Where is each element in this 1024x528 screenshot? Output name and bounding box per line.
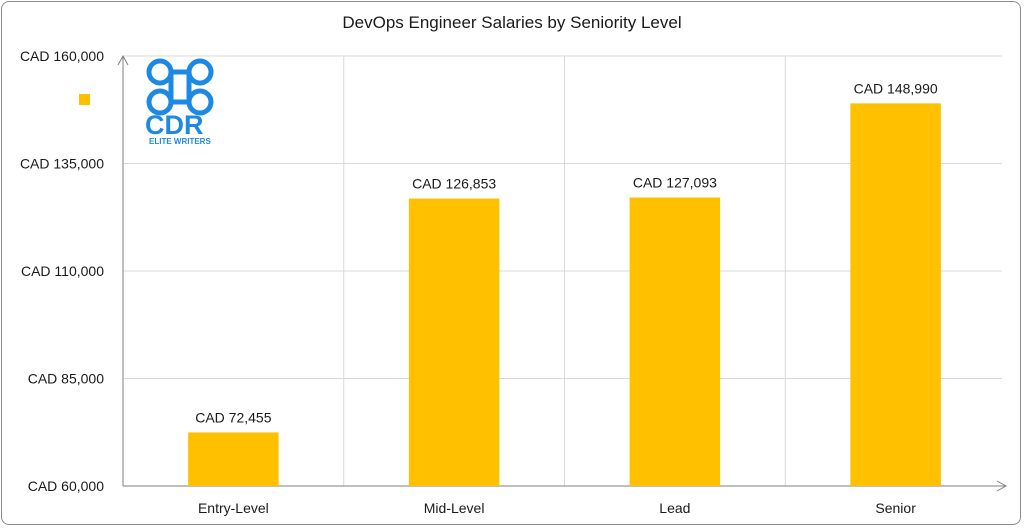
data-label: CAD 126,853 xyxy=(412,176,496,192)
logo-tagline: ELITE WRITERS xyxy=(149,137,211,146)
data-label: CAD 148,990 xyxy=(854,80,938,96)
y-tick-label: CAD 135,000 xyxy=(20,156,104,172)
y-tick-label: CAD 160,000 xyxy=(20,48,104,64)
y-tick-label: CAD 110,000 xyxy=(21,263,104,279)
bar xyxy=(629,197,721,486)
x-tick-label: Mid-Level xyxy=(424,500,485,516)
cdr-logo: CDR ELITE WRITERS xyxy=(144,56,222,146)
x-axis-arrow xyxy=(996,480,1008,492)
cdr-logo-graphic: CDR ELITE WRITERS xyxy=(145,58,214,146)
data-label: CAD 127,093 xyxy=(633,175,717,191)
x-tick-label: Lead xyxy=(659,500,690,516)
y-tick-label: CAD 60,000 xyxy=(28,478,104,494)
chart-title: DevOps Engineer Salaries by Seniority Le… xyxy=(342,13,682,32)
bar xyxy=(188,432,279,486)
bar xyxy=(850,103,941,486)
logo-letters: CDR xyxy=(145,110,204,140)
x-tick-label: Entry-Level xyxy=(198,500,269,516)
data-label: CAD 72,455 xyxy=(195,409,271,425)
y-axis-arrow xyxy=(117,54,129,66)
legend-marker xyxy=(79,94,90,105)
bar xyxy=(408,198,500,486)
x-tick-label: Senior xyxy=(875,500,916,516)
y-tick-label: CAD 85,000 xyxy=(28,371,104,387)
